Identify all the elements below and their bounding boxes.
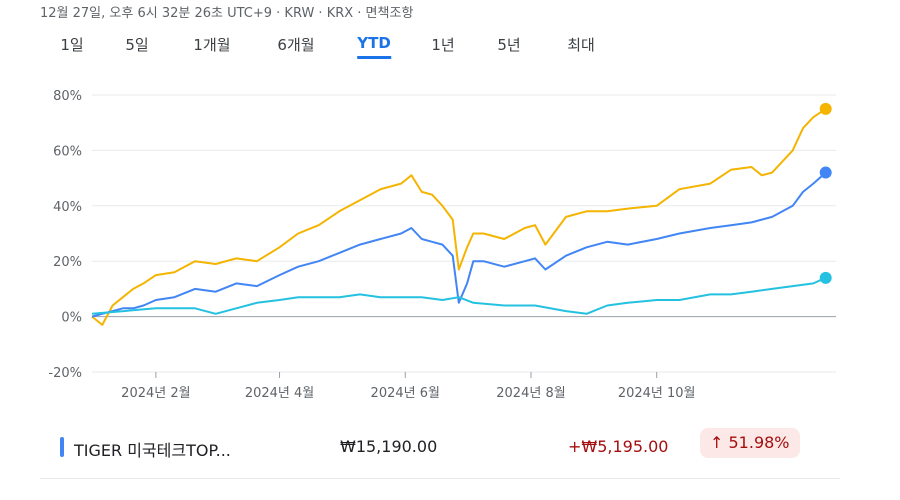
series-line-2: [91, 276, 827, 315]
y-tick-label: 20%: [53, 255, 82, 270]
series-end-point-0: [819, 102, 832, 115]
price-change: +₩5,195.00: [568, 437, 669, 456]
comparison-row[interactable]: TIGER 미국테크TOP... ₩15,190.00 +₩5,195.00 ↑…: [40, 425, 840, 471]
tab-1d[interactable]: 1일: [60, 36, 84, 54]
series-color-swatch: [60, 437, 64, 457]
x-tick-label: 2024년 2월: [121, 386, 190, 401]
y-tick-label: 60%: [53, 144, 82, 159]
tab-6m[interactable]: 6개월: [277, 36, 315, 54]
x-tick-label: 2024년 6월: [371, 386, 440, 401]
series-end-point-1: [819, 166, 832, 179]
tab-ytd[interactable]: YTD: [357, 34, 391, 59]
y-tick-label: -20%: [48, 366, 82, 381]
arrow-up-icon: ↑: [710, 433, 724, 452]
series-end-point-2: [819, 271, 832, 284]
tab-5y[interactable]: 5년: [497, 36, 521, 54]
percent-change-badge: ↑ 51.98%: [700, 428, 800, 458]
y-tick-label: 0%: [61, 311, 82, 326]
x-tick-label: 2024년 8월: [496, 386, 565, 401]
row-divider: [40, 478, 840, 479]
x-tick-label: 2024년 10월: [618, 386, 696, 401]
series-line-0: [91, 108, 827, 326]
y-tick-label: 40%: [53, 200, 82, 215]
x-tick-label: 2024년 4월: [245, 386, 314, 401]
security-name: TIGER 미국테크TOP...: [74, 441, 231, 460]
series-line-1: [91, 171, 827, 318]
security-price: ₩15,190.00: [340, 437, 438, 456]
tab-5d[interactable]: 5일: [125, 36, 149, 54]
comparison-line-chart: 80% 60% 40% 20% 0% -20% 2024년 2월 2024년 4월 2024년 …: [48, 89, 836, 401]
percent-change-value: 51.98%: [728, 433, 790, 452]
timestamp-disclaimer: 12월 27일, 오후 6시 32분 26초 UTC+9 · KRW · KRX…: [40, 6, 414, 21]
tab-1m[interactable]: 1개월: [193, 36, 231, 54]
y-tick-label: 80%: [53, 89, 82, 104]
tab-1y[interactable]: 1년: [431, 36, 455, 54]
tab-max[interactable]: 최대: [567, 36, 595, 54]
